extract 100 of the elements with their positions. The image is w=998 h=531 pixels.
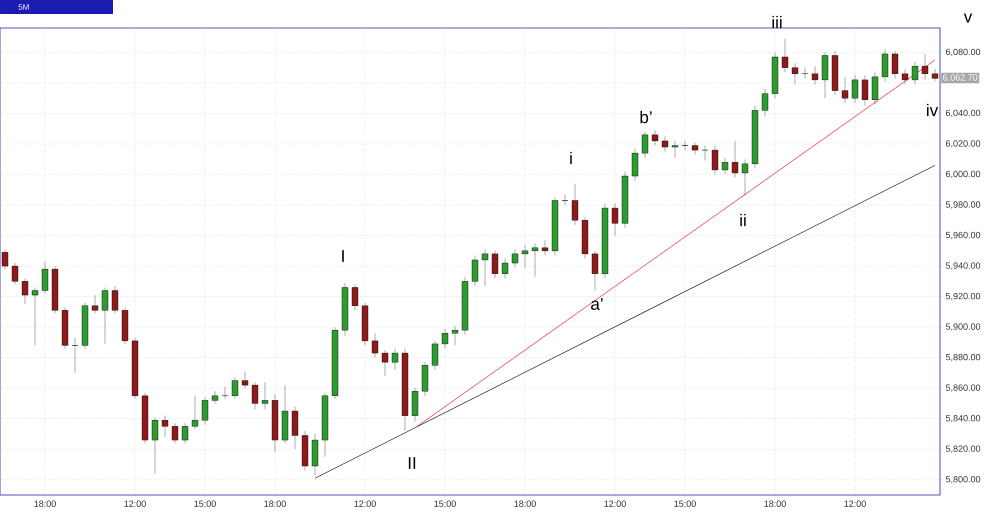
annotation: i [570, 152, 572, 164]
candlestick [202, 397, 208, 426]
x-tick-label: 12:00 [844, 500, 866, 507]
candlestick [252, 382, 258, 410]
candlestick [242, 371, 248, 388]
y-tick-label: 5,900.00 [946, 323, 980, 331]
candlestick [392, 348, 398, 370]
candlestick [922, 54, 928, 80]
candlestick [632, 148, 638, 181]
candlestick [722, 157, 728, 175]
x-tick-label: 15:00 [434, 500, 456, 507]
candlestick [222, 386, 228, 400]
candlestick [902, 68, 908, 85]
candlestick [782, 38, 788, 73]
candlestick [172, 423, 178, 444]
candlestick [42, 261, 48, 294]
candlestick [382, 350, 388, 376]
candlestick [72, 338, 78, 374]
y-tick-label: 6,020.00 [946, 140, 980, 148]
candlestick [442, 328, 448, 349]
candlestick [352, 284, 358, 311]
candlestick [712, 145, 718, 175]
candlestick [612, 203, 618, 236]
candlestick [892, 50, 898, 79]
y-tick-label: 5,880.00 [946, 354, 980, 362]
candlestick [502, 258, 508, 279]
candlestick [472, 255, 478, 286]
annotation: a’ [591, 298, 603, 310]
candlestick [22, 278, 28, 304]
candlestick [102, 287, 108, 344]
candlestick [682, 140, 688, 150]
candlestick [112, 286, 118, 314]
candlestick [2, 249, 8, 270]
candlestick [642, 132, 648, 158]
candlestick [852, 75, 858, 104]
candlestick [152, 416, 158, 474]
chart-title: 5M [18, 4, 29, 10]
candlestick [842, 76, 848, 104]
candlestick [802, 67, 808, 79]
y-tick-label: 6,080.00 [946, 48, 980, 56]
candlestick [882, 49, 888, 82]
candlestick [372, 332, 378, 358]
candlestick [452, 325, 458, 346]
candlestick [92, 294, 98, 314]
y-tick-label: 5,980.00 [946, 201, 980, 209]
x-tick-label: 12:00 [354, 500, 376, 507]
candlestick [912, 61, 918, 85]
candlestick [742, 159, 748, 196]
y-tick-label: 5,860.00 [946, 384, 980, 392]
y-tick-label: 5,940.00 [946, 262, 980, 270]
annotation: iv [927, 104, 938, 116]
candlestick [872, 72, 878, 105]
x-tick-label: 18:00 [264, 500, 286, 507]
text: 6,062.70 [943, 74, 978, 82]
candlestick [162, 415, 168, 438]
candlestick [32, 287, 38, 346]
x-tick-label: 18:00 [764, 500, 786, 507]
candlestick [542, 240, 548, 256]
annotation: iii [772, 16, 782, 28]
candlestick [512, 249, 518, 268]
candlestick [532, 242, 538, 278]
candlestick [492, 250, 498, 279]
candlestick [762, 88, 768, 117]
candlestick [812, 66, 818, 85]
candlestick [12, 262, 18, 285]
candlestick [572, 183, 578, 226]
x-tick-label: 15:00 [674, 500, 696, 507]
candlestick [212, 390, 218, 404]
candlestick [232, 377, 238, 400]
x-tick-label: 12:00 [124, 500, 146, 507]
x-tick-label: 18:00 [514, 500, 536, 507]
annotation: II [408, 457, 416, 469]
candlestick [522, 244, 528, 268]
candlestick [262, 382, 268, 410]
candlestick [562, 194, 568, 206]
candlestick [692, 142, 698, 155]
y-tick-label: 6,040.00 [946, 110, 980, 118]
candlestick [672, 140, 678, 158]
candlestick [862, 75, 868, 106]
candlestick [732, 140, 738, 178]
y-tick-label: 5,800.00 [946, 476, 980, 484]
candlestick [432, 340, 438, 370]
y-tick-label: 5,840.00 [946, 414, 980, 422]
candlestick [652, 130, 658, 146]
x-tick-label: 15:00 [194, 500, 216, 507]
candlestick [792, 62, 798, 85]
y-tick-label: 5,960.00 [946, 232, 980, 240]
candlestick [182, 423, 188, 444]
candlestick [592, 250, 598, 291]
candlestick [482, 249, 488, 286]
candlestick [192, 396, 198, 430]
candlestick [702, 145, 708, 162]
candlestick [662, 136, 668, 152]
x-tick-label: 18:00 [34, 500, 56, 507]
annotation: I [342, 250, 344, 262]
y-tick-label: 5,820.00 [946, 445, 980, 453]
candlestick [932, 68, 938, 82]
annotation: ii [740, 214, 746, 226]
y-tick-label: 5,920.00 [946, 292, 980, 300]
text: v [964, 14, 972, 22]
